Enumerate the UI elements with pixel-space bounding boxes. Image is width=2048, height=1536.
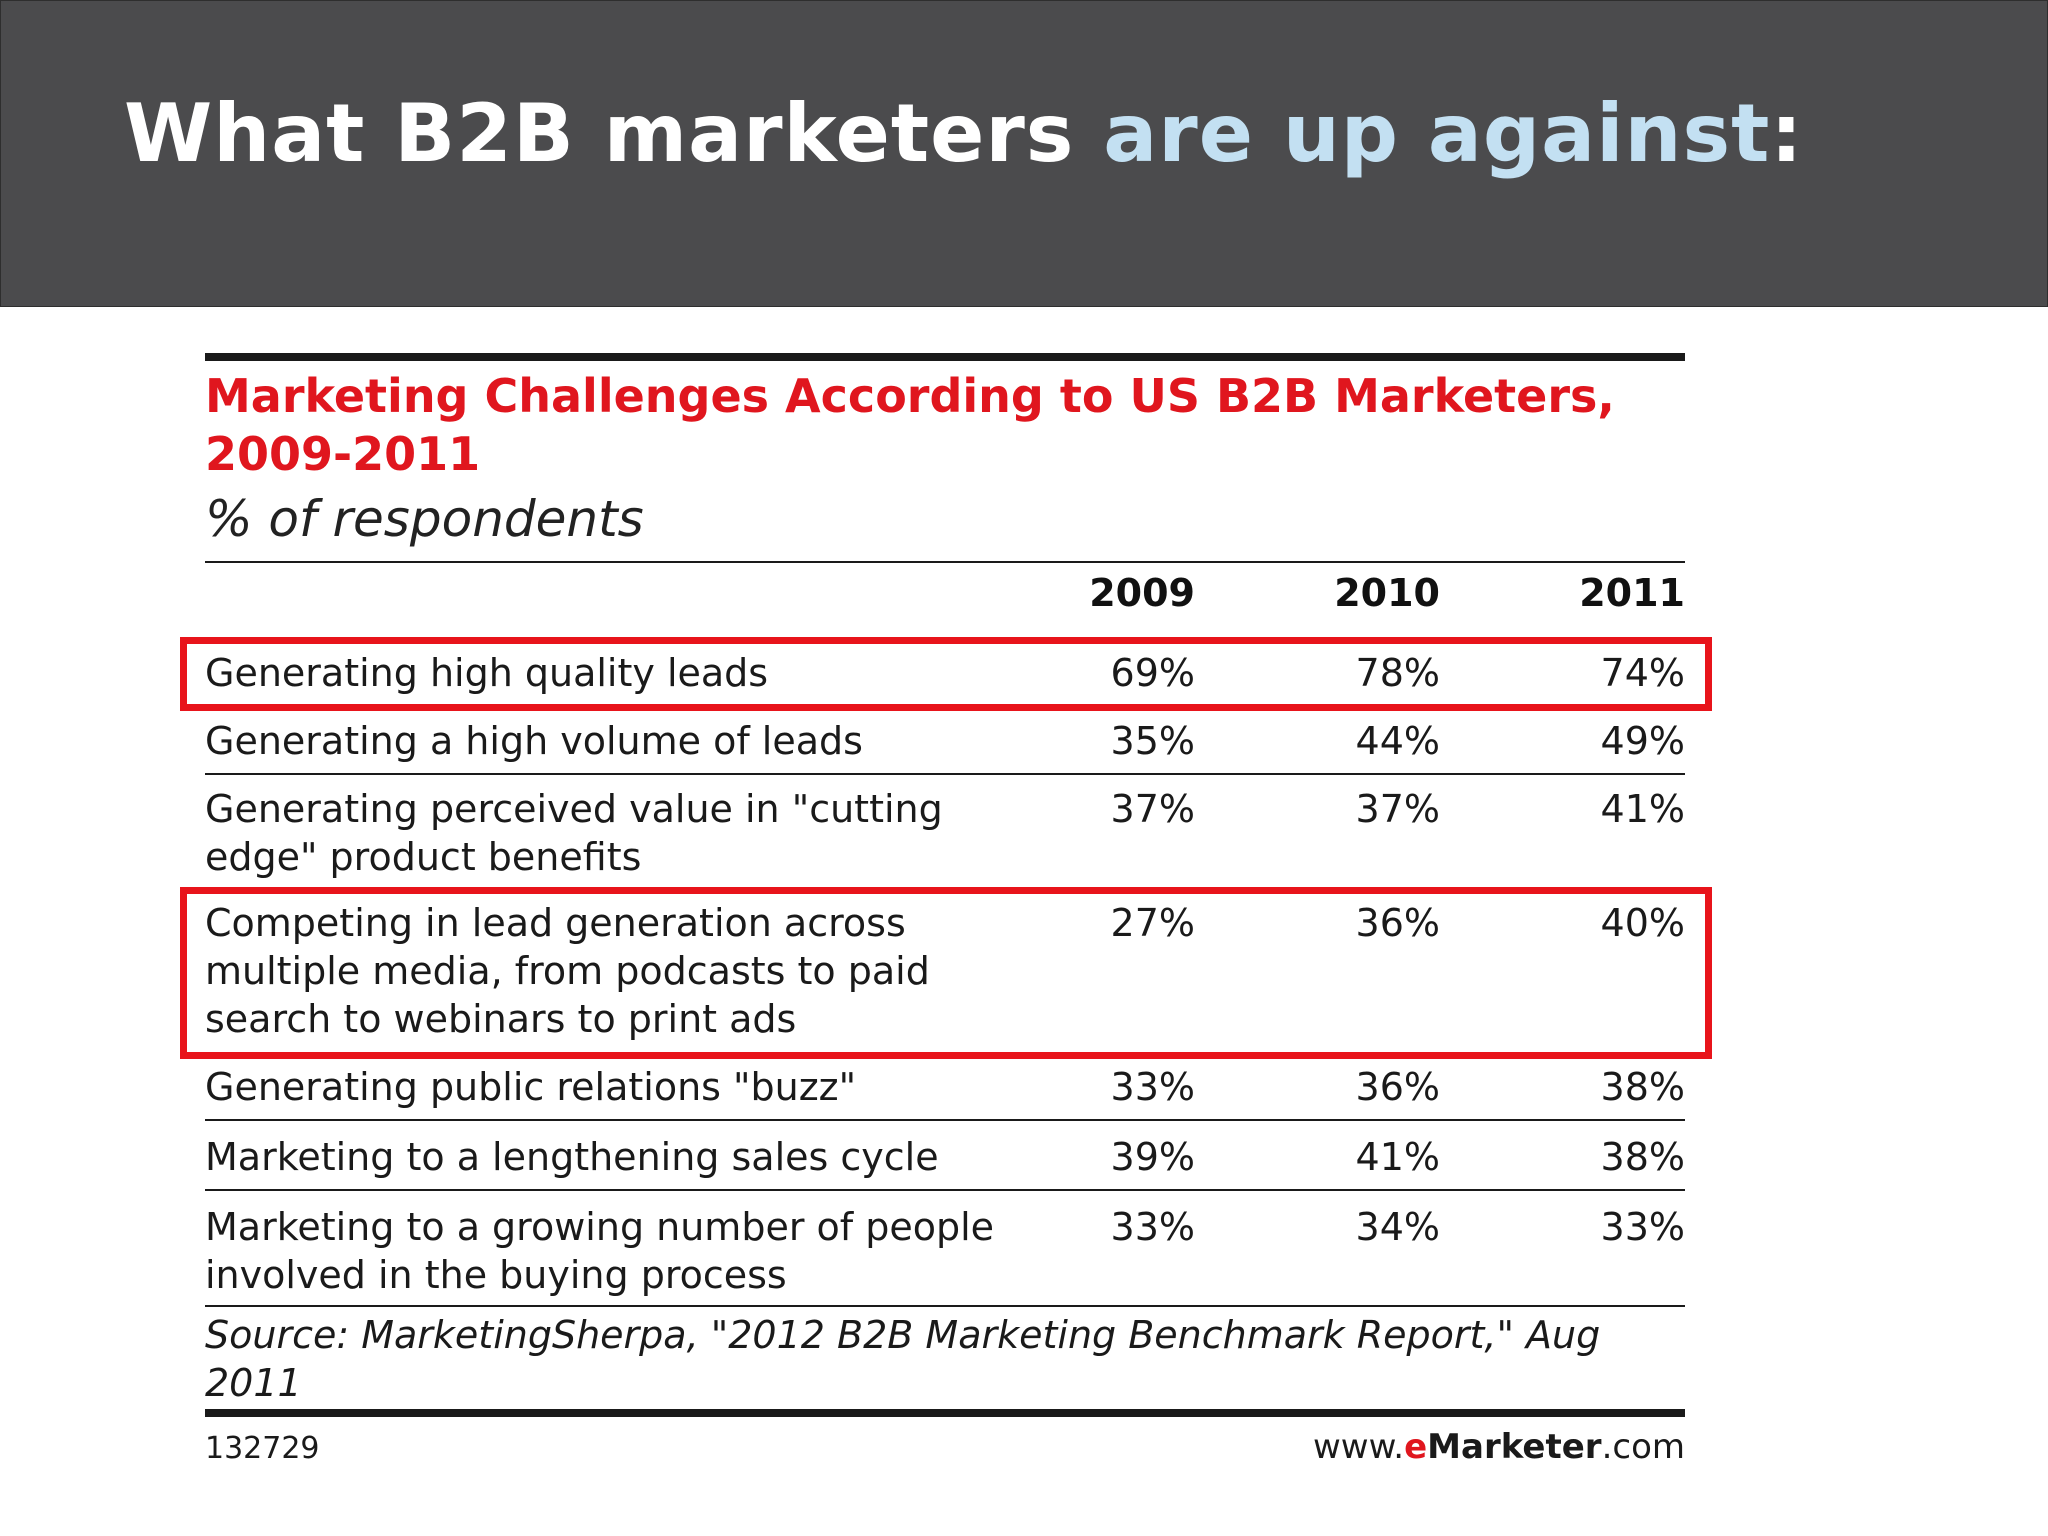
column-header-2009: 2009 xyxy=(1089,571,1195,615)
slide-title-highlight: are up against xyxy=(1103,87,1771,180)
table-cell-2009: 33% xyxy=(1110,1065,1195,1109)
table-cell-2011: 49% xyxy=(1600,719,1685,763)
table-cell-2011: 41% xyxy=(1600,787,1685,831)
highlight-box xyxy=(180,637,1712,711)
chart-title: Marketing Challenges According to US B2B… xyxy=(205,369,1615,481)
row-label: Marketing to a growing number of people … xyxy=(205,1205,995,1297)
bottom-rule xyxy=(205,1409,1685,1417)
brand-e: e xyxy=(1404,1427,1428,1467)
table-cell-2010: 36% xyxy=(1355,1065,1440,1109)
table-cell-2009: 33% xyxy=(1110,1205,1195,1249)
chart-subtitle: % of respondents xyxy=(205,490,644,548)
table-cell-2009: 27% xyxy=(1110,901,1195,945)
table-cell-2011: 33% xyxy=(1600,1205,1685,1249)
table-cell-2011: 40% xyxy=(1600,901,1685,945)
brand-suffix: .com xyxy=(1601,1427,1685,1467)
emarketer-logo: www.eMarketer.com xyxy=(1313,1427,1685,1467)
table-cell-2009: 37% xyxy=(1110,787,1195,831)
chart-source: Source: MarketingSherpa, "2012 B2B Marke… xyxy=(205,1313,1601,1405)
header-rule xyxy=(205,561,1685,563)
slide-title-colon: : xyxy=(1770,87,1804,180)
row-separator xyxy=(205,1119,1685,1121)
slide-title-part1: What B2B marketers xyxy=(124,87,1104,180)
brand-prefix: www. xyxy=(1313,1427,1405,1467)
table-cell-2009: 35% xyxy=(1110,719,1195,763)
highlight-box xyxy=(180,887,1712,1059)
row-label: Generating high quality leads xyxy=(205,651,769,695)
slide-title: What B2B marketers are up against: xyxy=(124,86,1803,182)
row-label: Competing in lead generation across mult… xyxy=(205,901,930,1041)
table-cell-2010: 34% xyxy=(1355,1205,1440,1249)
chart-table: Marketing Challenges According to US B2B… xyxy=(180,353,1712,1473)
row-label: Generating public relations "buzz" xyxy=(205,1065,857,1109)
row-label: Generating perceived value in "cutting e… xyxy=(205,787,943,879)
table-cell-2010: 78% xyxy=(1355,651,1440,695)
table-cell-2009: 69% xyxy=(1110,651,1195,695)
row-label: Generating a high volume of leads xyxy=(205,719,863,763)
column-header-2010: 2010 xyxy=(1334,571,1440,615)
row-separator xyxy=(205,773,1685,775)
table-cell-2011: 38% xyxy=(1600,1065,1685,1109)
chart-id: 132729 xyxy=(205,1431,320,1466)
slide-header: What B2B marketers are up against: xyxy=(0,0,2048,307)
top-rule xyxy=(205,353,1685,361)
row-separator xyxy=(205,1305,1685,1307)
brand-name: Marketer xyxy=(1427,1427,1602,1467)
table-cell-2011: 74% xyxy=(1600,651,1685,695)
table-cell-2010: 36% xyxy=(1355,901,1440,945)
table-cell-2010: 37% xyxy=(1355,787,1440,831)
table-cell-2010: 41% xyxy=(1355,1135,1440,1179)
column-header-2011: 2011 xyxy=(1579,571,1685,615)
row-label: Marketing to a lengthening sales cycle xyxy=(205,1135,939,1179)
row-separator xyxy=(205,1189,1685,1191)
table-cell-2009: 39% xyxy=(1110,1135,1195,1179)
table-cell-2011: 38% xyxy=(1600,1135,1685,1179)
table-cell-2010: 44% xyxy=(1355,719,1440,763)
